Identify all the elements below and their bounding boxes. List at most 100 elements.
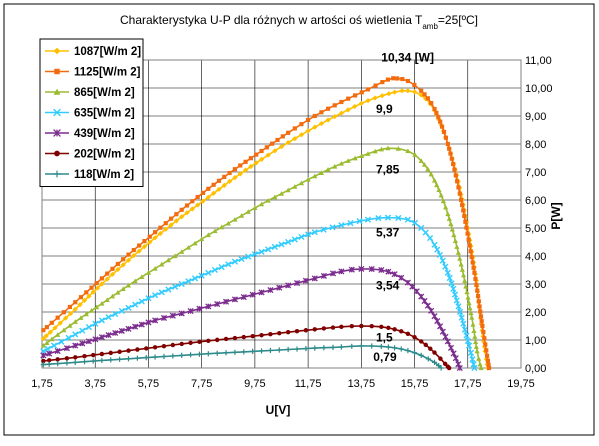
y-tick-label: 10,00 (525, 83, 553, 95)
data-point (476, 299, 481, 304)
data-point (285, 329, 291, 335)
data-point (67, 304, 72, 310)
data-point (267, 347, 274, 354)
data-point (438, 365, 444, 371)
data-point (431, 177, 438, 183)
y-tick-label: 8,00 (525, 139, 546, 151)
data-point (293, 280, 301, 287)
data-point (152, 235, 158, 241)
data-point (142, 239, 147, 244)
data-point (365, 98, 371, 104)
data-point (349, 324, 354, 329)
data-point (412, 334, 417, 340)
data-point (195, 202, 201, 208)
data-point (442, 263, 449, 270)
data-point (480, 323, 485, 329)
data-point (446, 365, 452, 371)
data-point (115, 266, 121, 273)
data-point (399, 88, 405, 94)
x-tick-label: 11,75 (295, 378, 322, 390)
series-line (43, 325, 450, 369)
data-point (428, 307, 435, 314)
data-point (384, 214, 392, 221)
data-point (438, 192, 444, 198)
annotations: 10,34 [W] 9,9 7,85 5,37 3,54 1,5 0,79 (373, 50, 434, 364)
series-2022-wm2 (41, 323, 452, 371)
data-point (276, 284, 283, 291)
data-point (147, 239, 153, 245)
data-point (359, 153, 365, 158)
data-point (125, 282, 132, 288)
data-label: 10,34 [W] (381, 50, 434, 64)
x-tick-label: 3,75 (85, 378, 106, 390)
data-point (73, 300, 78, 305)
data-point (392, 327, 397, 332)
data-point (434, 317, 441, 325)
data-point (53, 88, 61, 95)
data-point (109, 271, 116, 277)
data-point (348, 266, 355, 273)
data-point (40, 352, 47, 359)
data-point (318, 120, 325, 127)
data-point (104, 276, 110, 282)
data-point (61, 310, 66, 315)
data-point (259, 148, 264, 154)
data-point (329, 224, 336, 231)
data-point (292, 126, 297, 131)
data-point (451, 291, 459, 298)
data-point (338, 222, 345, 229)
data-point (386, 325, 391, 331)
data-point (457, 255, 463, 261)
data-point (250, 333, 255, 339)
data-point (312, 327, 317, 332)
data-point (49, 320, 54, 325)
data-point (53, 108, 61, 117)
data-point (464, 337, 471, 344)
data-point (443, 204, 449, 210)
data-point (98, 334, 105, 341)
data-point (108, 357, 114, 363)
y-tick-label: 0,00 (525, 363, 546, 375)
data-point (292, 184, 298, 189)
data-point (469, 315, 475, 320)
data-point (53, 170, 61, 178)
data-point (325, 167, 331, 172)
data-point (425, 356, 431, 362)
series-4392-wm2 (40, 265, 463, 372)
data-point (120, 262, 126, 268)
data-point (285, 238, 292, 246)
data-label: 5,37 (376, 225, 400, 239)
data-point (90, 289, 96, 295)
data-point (94, 281, 99, 286)
data-point (475, 293, 481, 299)
data-point (138, 298, 145, 305)
data-point (41, 328, 46, 333)
data-point (218, 264, 225, 271)
x-tick-label: 7,75 (191, 378, 212, 390)
data-point (278, 191, 285, 196)
data-point (466, 342, 473, 349)
data-point (79, 327, 86, 334)
data-point (398, 346, 404, 352)
data-point (437, 323, 444, 330)
data-point (365, 87, 371, 92)
data-point (112, 310, 119, 318)
legend-label: 1125[W/m 2] (74, 67, 141, 79)
data-point (126, 348, 131, 353)
data-point (358, 265, 365, 272)
data-point (188, 340, 193, 346)
data-point (132, 301, 139, 308)
data-point (172, 253, 178, 259)
data-point (94, 304, 100, 310)
data-point (352, 155, 358, 161)
data-point (206, 186, 211, 191)
data-point (311, 229, 318, 236)
data-point (179, 341, 184, 347)
data-point (294, 328, 300, 334)
data-point (286, 130, 291, 135)
data-point (135, 347, 140, 352)
data-point (478, 365, 484, 371)
data-point (312, 124, 318, 130)
data-point (268, 332, 273, 337)
